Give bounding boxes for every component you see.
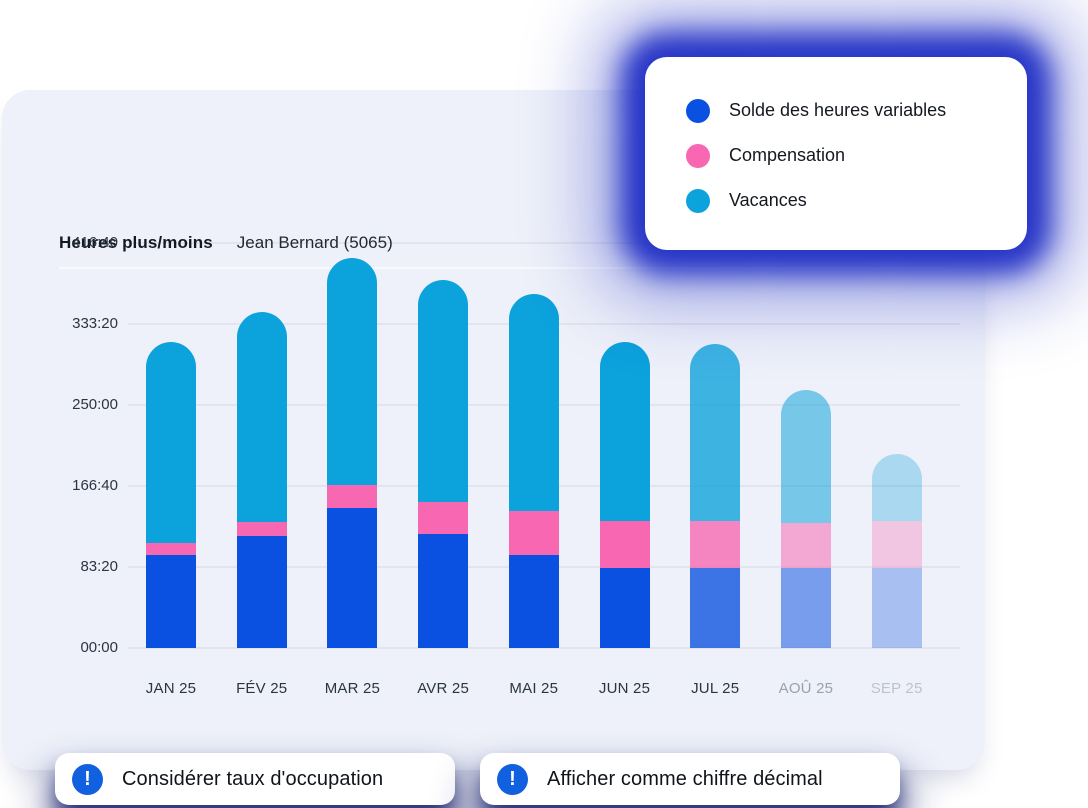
bar-segment-compensation (146, 543, 196, 555)
info-exclamation-icon: ! (72, 763, 103, 795)
legend-color-dot (686, 98, 710, 123)
gridline (128, 647, 960, 649)
bar-mai-25[interactable] (508, 294, 559, 648)
bar-aoû-25[interactable] (780, 390, 831, 648)
x-axis-label-jan-25: JAN 25 (145, 680, 197, 697)
show-as-decimal-button[interactable]: ! Afficher comme chiffre décimal (480, 753, 900, 805)
bar-segment-vacances (508, 294, 559, 511)
bar-sep-25[interactable] (871, 453, 922, 648)
bar-segment-solde-des-heures-variables (508, 554, 559, 648)
legend-item-vacances[interactable]: Vacances (645, 178, 1027, 223)
legend-card: Solde des heures variables Compensation Va… (645, 57, 1027, 250)
bar-segment-compensation (418, 502, 469, 535)
card-header: Heures plus/moins Jean Bernard (5065) (59, 233, 393, 253)
x-axis-label-mar-25: MAR 25 (324, 680, 381, 697)
page-title: Heures plus/moins (59, 233, 213, 252)
x-axis-label-fév-25: FÉV 25 (236, 680, 288, 697)
bar-mar-25[interactable] (327, 258, 378, 648)
bar-segment-vacances (418, 279, 469, 503)
y-axis-tick-label: 00:00 (80, 639, 118, 656)
bar-segment-vacances (236, 311, 287, 522)
x-axis-label-aoû-25: AOÛ 25 (778, 680, 834, 697)
bar-segment-solde-des-heures-variables (690, 568, 741, 648)
x-axis-label-mai-25: MAI 25 (509, 680, 559, 697)
x-axis-label-jun-25: JUN 25 (598, 680, 651, 697)
bar-segment-solde-des-heures-variables (418, 534, 469, 648)
bar-segment-compensation (780, 522, 831, 569)
bar-segment-compensation (599, 520, 650, 569)
y-axis-tick-label: 416:40 (72, 234, 118, 251)
bar-segment-compensation (236, 521, 287, 537)
pill-label: Afficher comme chiffre décimal (547, 767, 823, 790)
x-axis-label-sep-25: SEP 25 (870, 680, 923, 697)
employee-name: Jean Bernard (5065) (236, 233, 393, 252)
header-divider (59, 267, 949, 269)
bar-segment-compensation (690, 520, 741, 569)
y-axis-tick-label: 83:20 (80, 558, 118, 575)
toggle-occupancy-rate-button[interactable]: ! Considérer taux d'occupation (55, 753, 455, 805)
bar-segment-vacances (146, 341, 196, 543)
legend-item-label: Compensation (729, 145, 846, 165)
info-exclamation-icon: ! (497, 763, 528, 795)
bar-segment-vacances (780, 390, 831, 523)
pill-label: Considérer taux d'occupation (122, 767, 384, 790)
gridline (128, 242, 960, 244)
bar-segment-vacances (327, 258, 378, 485)
bar-avr-25[interactable] (418, 279, 469, 648)
bar-jun-25[interactable] (599, 341, 650, 648)
legend-item-solde[interactable]: Solde des heures variables (645, 88, 1027, 133)
bar-segment-solde-des-heures-variables (599, 568, 650, 648)
bar-segment-compensation (327, 484, 378, 508)
legend-item-label: Solde des heures variables (729, 100, 947, 120)
bar-segment-vacances (599, 341, 650, 521)
legend-item-compensation[interactable]: Compensation (645, 133, 1027, 178)
x-axis-label-avr-25: AVR 25 (417, 680, 469, 697)
bar-segment-compensation (871, 520, 922, 569)
legend-color-dot (686, 143, 710, 168)
bar-segment-compensation (508, 510, 559, 555)
bar-segment-solde-des-heures-variables (327, 508, 378, 648)
bar-jan-25[interactable] (146, 341, 196, 648)
bar-segment-solde-des-heures-variables (146, 554, 196, 648)
bar-jul-25[interactable] (690, 343, 741, 648)
legend-item-label: Vacances (729, 190, 807, 210)
bar-segment-solde-des-heures-variables (780, 568, 831, 648)
bar-segment-vacances (690, 343, 741, 521)
bar-fév-25[interactable] (236, 311, 287, 648)
x-axis-label-jul-25: JUL 25 (691, 680, 740, 697)
y-axis-tick-label: 250:00 (72, 396, 118, 413)
legend-color-dot (686, 188, 710, 213)
y-axis-tick-label: 333:20 (72, 315, 118, 332)
bar-segment-vacances (871, 453, 922, 521)
bar-segment-solde-des-heures-variables (871, 568, 922, 648)
y-axis-tick-label: 166:40 (72, 477, 118, 494)
bar-segment-solde-des-heures-variables (236, 536, 287, 648)
